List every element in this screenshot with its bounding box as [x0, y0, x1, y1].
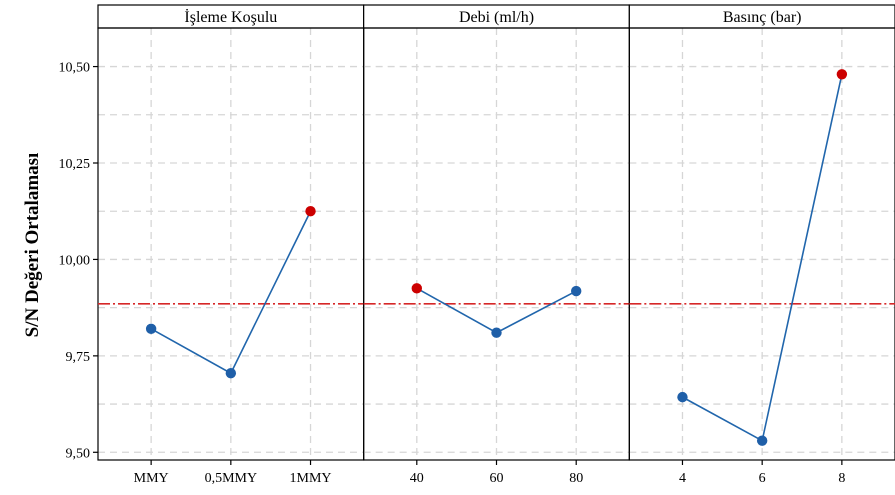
grid [363, 17, 630, 460]
y-tick-label: 10,25 [59, 157, 91, 172]
panels: İşleme Koşulu MMY 0,5MMY 1MMY Debi (ml/h) 40 6… [97, 4, 895, 486]
data-point-max [411, 283, 422, 294]
x-tick-label: 4 [679, 471, 686, 486]
y-axis: 9,50 9,75 10,00 10,25 10,50 [59, 61, 98, 461]
grid [629, 17, 895, 460]
y-tick-label: 9,50 [66, 446, 91, 461]
data-point [145, 323, 157, 335]
x-tick-label: 60 [490, 471, 504, 486]
y-axis-title: S/N Değeri Ortalaması [22, 153, 43, 338]
data-point [571, 285, 582, 297]
x-tick-label: 6 [759, 471, 766, 486]
x-tick-label: 0,5MMY [205, 471, 258, 486]
panel-title: Basınç (bar) [723, 9, 802, 26]
panel-2: Debi (ml/h) 40 60 80 [363, 4, 630, 486]
y-tick-label: 9,75 [66, 350, 91, 365]
y-tick-label: 10,50 [59, 61, 91, 76]
data-point [225, 368, 237, 379]
data-point [756, 435, 768, 446]
x-tick-label: 8 [838, 471, 845, 486]
grid [98, 17, 364, 460]
data-point [677, 391, 688, 403]
x-tick-label: MMY [134, 471, 169, 486]
data-point-max [836, 69, 848, 80]
panel-3: Basınç (bar) 4 6 8 [628, 4, 895, 486]
data-point-max [305, 206, 316, 217]
panel-title: İşleme Koşulu [184, 8, 277, 26]
panel-title: Debi (ml/h) [459, 9, 534, 26]
panel-1: İşleme Koşulu MMY 0,5MMY 1MMY [97, 4, 365, 486]
x-tick-label: 1MMY [290, 471, 332, 486]
x-tick-label: 40 [410, 471, 424, 486]
data-point [491, 327, 502, 338]
x-tick-label: 80 [569, 471, 583, 486]
y-tick-label: 10,00 [59, 253, 91, 268]
